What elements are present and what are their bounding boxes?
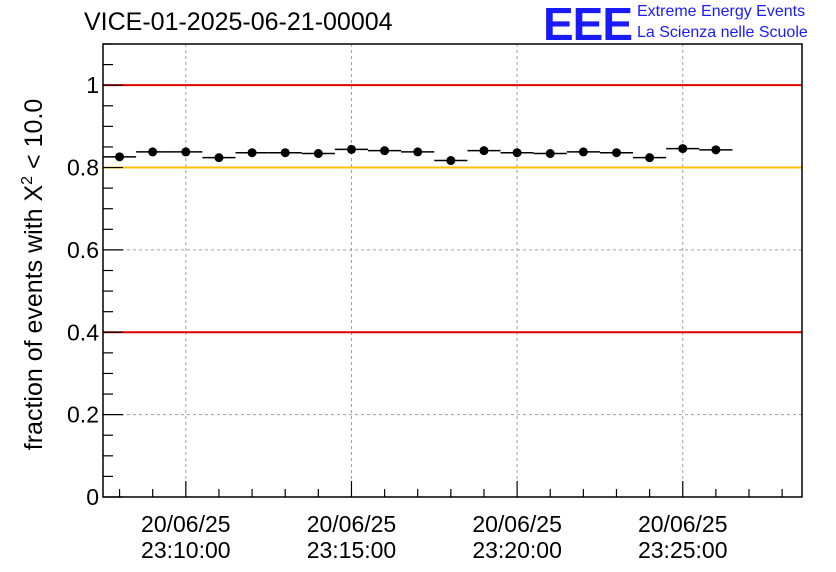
data-point xyxy=(645,153,655,163)
x-tick-label-time: 23:10:00 xyxy=(141,537,231,563)
y-tick-label: 0.8 xyxy=(67,155,99,181)
y-tick-label: 0.2 xyxy=(67,402,99,428)
data-point xyxy=(711,145,721,155)
data-point xyxy=(611,148,621,158)
x-tick-label-time: 23:15:00 xyxy=(307,537,397,563)
data-point xyxy=(280,148,290,158)
data-point xyxy=(313,149,323,159)
data-point xyxy=(214,153,224,163)
x-tick-label-time: 23:25:00 xyxy=(638,537,728,563)
data-point xyxy=(512,148,522,158)
logo-line-1: Extreme Energy Events xyxy=(637,3,806,20)
data-point xyxy=(148,147,158,157)
y-tick-label: 0 xyxy=(86,484,99,510)
data-point xyxy=(479,146,489,156)
data-point xyxy=(346,144,356,154)
x-tick-label-date: 20/06/25 xyxy=(638,511,728,537)
y-tick-label: 0.4 xyxy=(67,319,99,345)
data-point xyxy=(413,147,423,157)
y-tick-label: 1 xyxy=(86,72,99,98)
x-tick-label-date: 20/06/25 xyxy=(307,511,397,537)
chart-title: VICE-01-2025-06-21-00004 xyxy=(84,8,393,36)
data-point xyxy=(678,144,688,154)
data-point xyxy=(181,147,191,157)
eee-logo: EEE xyxy=(543,0,633,50)
data-point xyxy=(247,148,257,158)
data-point xyxy=(380,146,390,156)
data-point xyxy=(446,156,456,166)
data-point xyxy=(115,152,125,162)
y-axis-label-prefix: fraction of events with xyxy=(20,202,48,451)
x-tick-label-date: 20/06/25 xyxy=(141,511,231,537)
plot-frame xyxy=(102,43,803,498)
y-axis-label-chi: X xyxy=(20,185,48,202)
y-tick-label: 0.6 xyxy=(67,237,99,263)
logo-line-2: La Scienza nelle Scuole xyxy=(637,24,808,41)
x-tick-label-time: 23:20:00 xyxy=(472,537,562,563)
data-point xyxy=(545,149,555,159)
x-tick-label-date: 20/06/25 xyxy=(472,511,562,537)
y-axis-label: fraction of events with X2 < 10.0 xyxy=(19,99,48,450)
data-point xyxy=(578,147,588,157)
y-axis-label-suffix: < 10.0 xyxy=(20,99,48,176)
y-axis-label-superscript: 2 xyxy=(19,176,36,185)
